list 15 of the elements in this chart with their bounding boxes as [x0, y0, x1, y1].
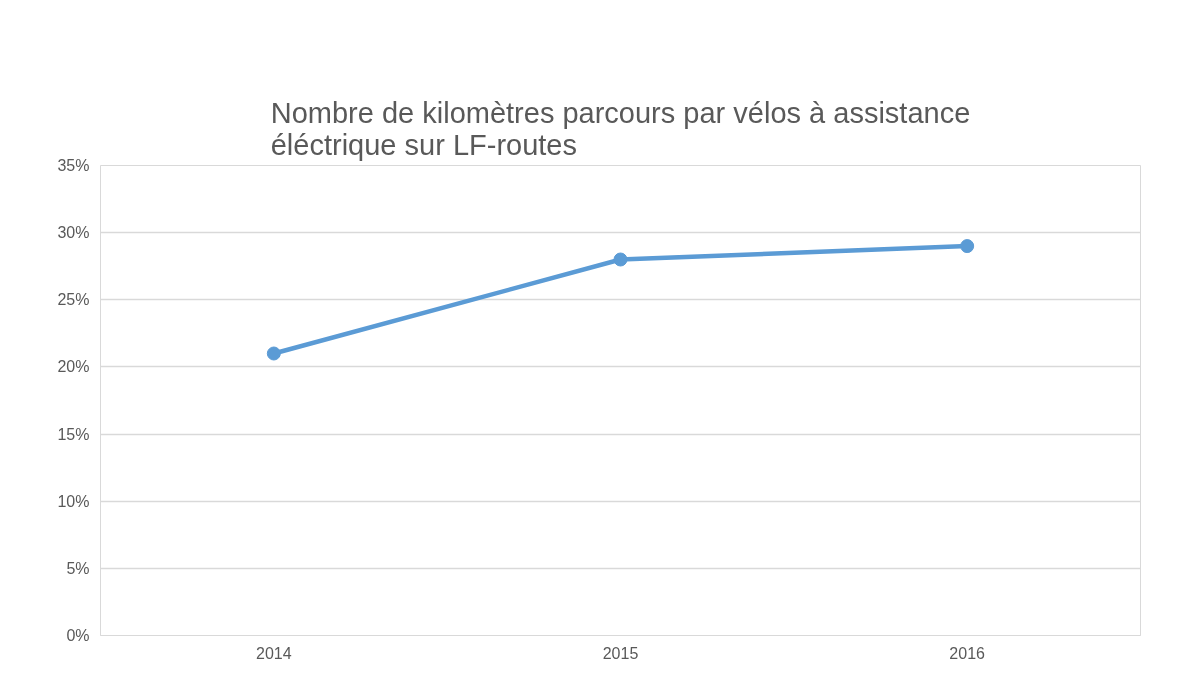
y-tick-label: 30% [57, 224, 90, 242]
chart-title: Nombre de kilomètres parcours par vélos à assistance éléctrique sur LF-routes [270, 96, 971, 161]
point [266, 346, 281, 361]
x-tick-label: 2016 [949, 644, 986, 662]
x-tick-label: 2014 [256, 644, 292, 662]
x-tick-label: 2015 [602, 644, 639, 662]
y-tick-label: 10% [57, 492, 90, 510]
y-tick-label: 5% [66, 559, 90, 577]
y-tick-label: 15% [57, 425, 90, 443]
y-tick-label: 35% [57, 157, 90, 174]
y-tick-label: 20% [57, 358, 90, 376]
y-tick-label: 25% [57, 291, 90, 309]
point [960, 239, 975, 254]
point [613, 252, 628, 267]
y-tick-label: 0% [66, 627, 90, 644]
